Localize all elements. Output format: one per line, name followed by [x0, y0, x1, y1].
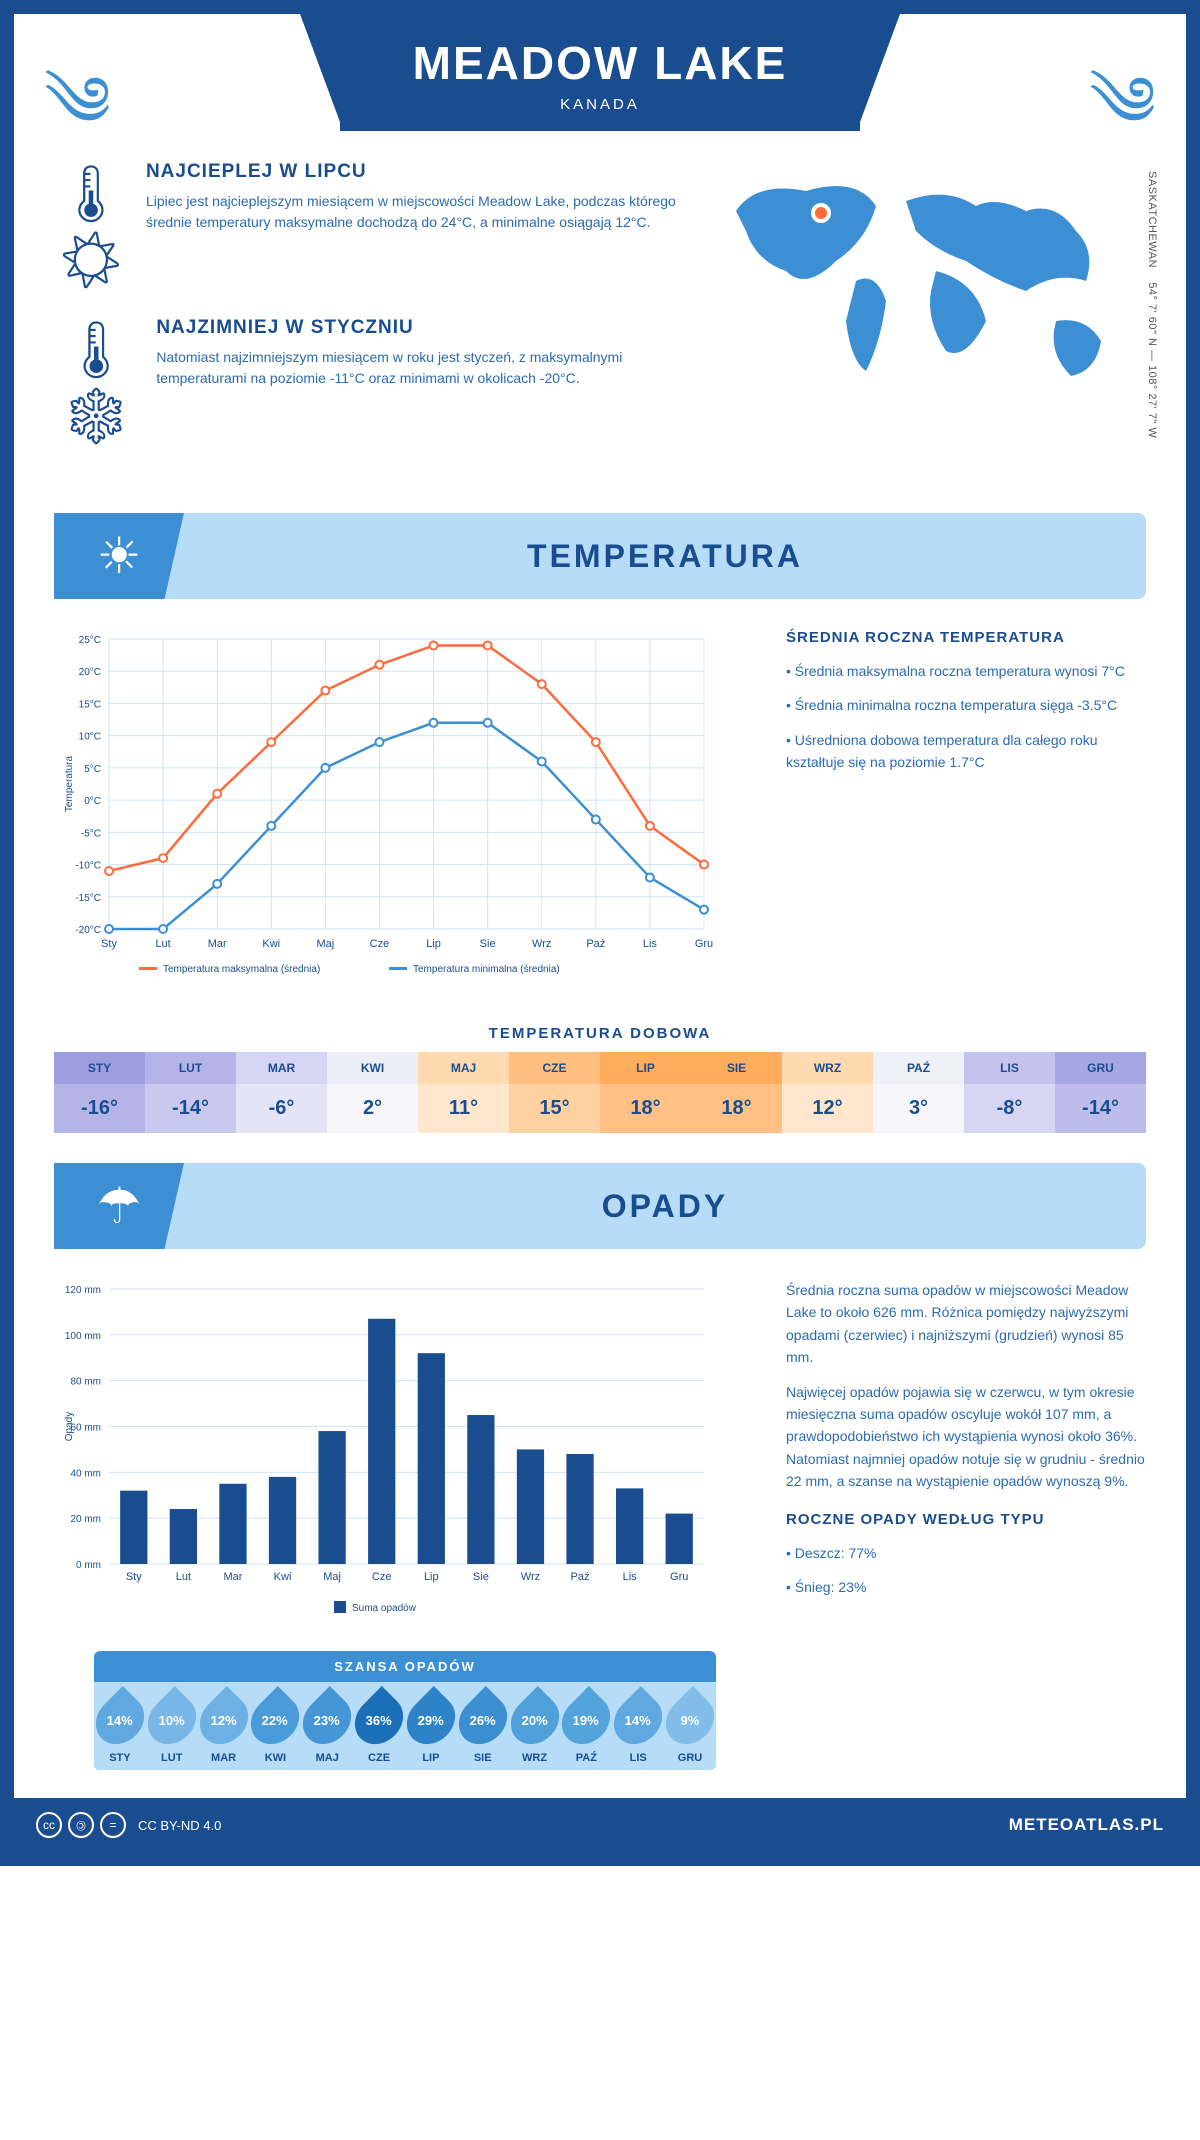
coldest-block: 🌡❄ NAJZIMNIEJ W STYCZNIU Natomiast najzi… — [54, 317, 686, 449]
svg-text:Temperatura: Temperatura — [64, 755, 75, 812]
svg-text:80 mm: 80 mm — [70, 1377, 101, 1388]
svg-text:Lut: Lut — [155, 938, 170, 950]
svg-text:Suma opadów: Suma opadów — [352, 1603, 417, 1614]
svg-text:100 mm: 100 mm — [65, 1331, 101, 1342]
thermometer-snow-icon: 🌡❄ — [54, 317, 138, 449]
precip-header: ☂ OPADY — [54, 1163, 1146, 1249]
svg-text:Temperatura minimalna (średnia: Temperatura minimalna (średnia) — [413, 964, 560, 975]
world-map: SASKATCHEWAN 54° 7' 60" N — 108° 27' 7" … — [716, 161, 1146, 473]
svg-text:Lip: Lip — [426, 938, 441, 950]
footer: cc🄯= CC BY-ND 4.0 METEOATLAS.PL — [14, 1798, 1186, 1852]
brand: METEOATLAS.PL — [1009, 1815, 1164, 1835]
country-subtitle: KANADA — [340, 96, 860, 113]
svg-text:Gru: Gru — [670, 1571, 688, 1583]
svg-text:Gru: Gru — [695, 938, 713, 950]
svg-text:60 mm: 60 mm — [70, 1423, 101, 1434]
svg-text:-10°C: -10°C — [75, 861, 101, 872]
svg-text:Sie: Sie — [480, 938, 496, 950]
svg-text:Maj: Maj — [323, 1571, 341, 1583]
cc-icons: cc🄯= — [36, 1812, 126, 1838]
sun-icon: ☀ — [54, 513, 184, 599]
svg-text:Wrz: Wrz — [521, 1571, 540, 1583]
svg-text:Maj: Maj — [316, 938, 334, 950]
svg-text:Sty: Sty — [101, 938, 117, 950]
svg-text:Temperatura maksymalna (średni: Temperatura maksymalna (średnia) — [163, 964, 320, 975]
temperature-summary: ŚREDNIA ROCZNA TEMPERATURA • Średnia mak… — [786, 629, 1146, 989]
svg-text:20°C: 20°C — [79, 667, 101, 678]
svg-text:Sie: Sie — [473, 1571, 489, 1583]
svg-text:Lis: Lis — [643, 938, 658, 950]
svg-text:Mar: Mar — [208, 938, 227, 950]
svg-text:Lut: Lut — [176, 1571, 191, 1583]
svg-text:Mar: Mar — [223, 1571, 242, 1583]
svg-text:Opady: Opady — [64, 1412, 75, 1441]
wind-icon: ༄ — [44, 24, 111, 221]
svg-text:Paź: Paź — [586, 938, 605, 950]
umbrella-icon: ☂ — [54, 1163, 184, 1249]
svg-text:0°C: 0°C — [84, 796, 101, 807]
svg-text:5°C: 5°C — [84, 764, 101, 775]
svg-text:Kwi: Kwi — [274, 1571, 292, 1583]
svg-text:Paź: Paź — [571, 1571, 590, 1583]
precip-summary: Średnia roczna suma opadów w miejscowośc… — [786, 1279, 1146, 1619]
precip-chart: 0 mm 20 mm 40 mm 60 mm 80 mm 100 mm 120 mm Sty L… — [54, 1279, 756, 1619]
svg-text:Lip: Lip — [424, 1571, 439, 1583]
precip-probability: SZANSA OPADÓW 14%STY10%LUT12%MAR22%KWI23… — [94, 1651, 716, 1770]
svg-text:20 mm: 20 mm — [70, 1514, 101, 1525]
svg-text:0 mm: 0 mm — [76, 1560, 101, 1571]
svg-text:-20°C: -20°C — [75, 925, 101, 936]
svg-text:10°C: 10°C — [79, 732, 101, 743]
location-marker — [811, 203, 831, 223]
svg-text:Kwi: Kwi — [262, 938, 280, 950]
svg-text:Lis: Lis — [623, 1571, 638, 1583]
svg-text:Sty: Sty — [126, 1571, 142, 1583]
svg-text:Cze: Cze — [370, 938, 390, 950]
cold-title: NAJZIMNIEJ W STYCZNIU — [156, 317, 686, 339]
cold-text: Natomiast najzimniejszym miesiącem w rok… — [156, 347, 686, 389]
city-title: MEADOW LAKE — [340, 36, 860, 90]
svg-text:120 mm: 120 mm — [65, 1285, 101, 1296]
warm-text: Lipiec jest najcieplejszym miesiącem w m… — [146, 191, 686, 233]
warm-title: NAJCIEPLEJ W LIPCU — [146, 161, 686, 183]
coordinates: SASKATCHEWAN 54° 7' 60" N — 108° 27' 7" … — [1146, 171, 1158, 438]
svg-text:Cze: Cze — [372, 1571, 392, 1583]
svg-text:-15°C: -15°C — [75, 893, 101, 904]
temperature-header: ☀ TEMPERATURA — [54, 513, 1146, 599]
daily-temp-table: STY-16°LUT-14°MAR-6°KWI2°MAJ11°CZE15°LIP… — [54, 1052, 1146, 1133]
daily-temp-title: TEMPERATURA DOBOWA — [14, 1025, 1186, 1042]
header-banner: MEADOW LAKE KANADA — [340, 14, 860, 131]
temperature-chart: -20°C -15°C -10°C -5°C 0°C 5°C 10°C 15°C 20°C 25°… — [54, 629, 756, 989]
warmest-block: 🌡☀ NAJCIEPLEJ W LIPCU Lipiec jest najcie… — [54, 161, 686, 293]
svg-text:25°C: 25°C — [79, 635, 101, 646]
svg-text:15°C: 15°C — [79, 699, 101, 710]
svg-text:-5°C: -5°C — [81, 828, 101, 839]
svg-text:40 mm: 40 mm — [70, 1468, 101, 1479]
svg-text:Wrz: Wrz — [532, 938, 551, 950]
